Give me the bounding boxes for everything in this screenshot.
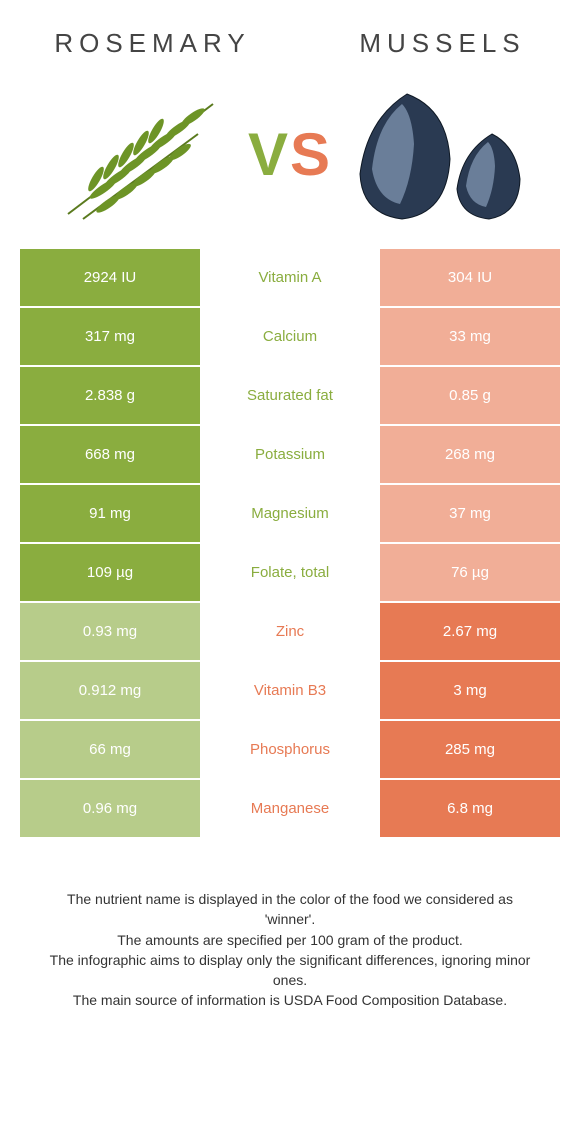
left-value: 66 mg (20, 721, 200, 778)
left-value: 0.912 mg (20, 662, 200, 719)
nutrient-name: Potassium (200, 426, 380, 483)
nutrient-name: Saturated fat (200, 367, 380, 424)
food-left-title: Rosemary (54, 28, 250, 59)
footnote-line: The infographic aims to display only the… (40, 950, 540, 991)
nutrient-table: 2924 IUVitamin A304 IU317 mgCalcium33 mg… (20, 249, 560, 839)
right-value: 6.8 mg (380, 780, 560, 837)
left-value: 2.838 g (20, 367, 200, 424)
footnote-line: The main source of information is USDA F… (40, 990, 540, 1010)
table-row: 2924 IUVitamin A304 IU (20, 249, 560, 308)
vs-label: VS (248, 120, 332, 189)
left-value: 2924 IU (20, 249, 200, 306)
table-row: 66 mgPhosphorus285 mg (20, 721, 560, 780)
table-row: 317 mgCalcium33 mg (20, 308, 560, 367)
left-value: 317 mg (20, 308, 200, 365)
nutrient-name: Phosphorus (200, 721, 380, 778)
right-value: 268 mg (380, 426, 560, 483)
table-row: 668 mgPotassium268 mg (20, 426, 560, 485)
right-value: 37 mg (380, 485, 560, 542)
left-value: 91 mg (20, 485, 200, 542)
nutrient-name: Folate, total (200, 544, 380, 601)
right-value: 76 µg (380, 544, 560, 601)
nutrient-name: Vitamin A (200, 249, 380, 306)
nutrient-name: Vitamin B3 (200, 662, 380, 719)
header: Rosemary Mussels (0, 0, 580, 69)
rosemary-image (48, 79, 238, 229)
table-row: 0.96 mgManganese6.8 mg (20, 780, 560, 839)
table-row: 109 µgFolate, total76 µg (20, 544, 560, 603)
right-value: 285 mg (380, 721, 560, 778)
right-value: 0.85 g (380, 367, 560, 424)
footnote-line: The amounts are specified per 100 gram o… (40, 930, 540, 950)
nutrient-name: Calcium (200, 308, 380, 365)
vs-s: S (290, 121, 332, 188)
mussels-image (342, 79, 532, 229)
footnotes: The nutrient name is displayed in the co… (0, 839, 580, 1011)
food-right-title: Mussels (359, 28, 525, 59)
table-row: 0.912 mgVitamin B33 mg (20, 662, 560, 721)
left-value: 0.93 mg (20, 603, 200, 660)
table-row: 2.838 gSaturated fat0.85 g (20, 367, 560, 426)
right-value: 304 IU (380, 249, 560, 306)
hero-row: VS (0, 69, 580, 249)
vs-v: V (248, 121, 290, 188)
footnote-line: The nutrient name is displayed in the co… (40, 889, 540, 930)
nutrient-name: Manganese (200, 780, 380, 837)
right-value: 2.67 mg (380, 603, 560, 660)
left-value: 0.96 mg (20, 780, 200, 837)
right-value: 3 mg (380, 662, 560, 719)
table-row: 91 mgMagnesium37 mg (20, 485, 560, 544)
nutrient-name: Magnesium (200, 485, 380, 542)
table-row: 0.93 mgZinc2.67 mg (20, 603, 560, 662)
left-value: 668 mg (20, 426, 200, 483)
left-value: 109 µg (20, 544, 200, 601)
nutrient-name: Zinc (200, 603, 380, 660)
right-value: 33 mg (380, 308, 560, 365)
